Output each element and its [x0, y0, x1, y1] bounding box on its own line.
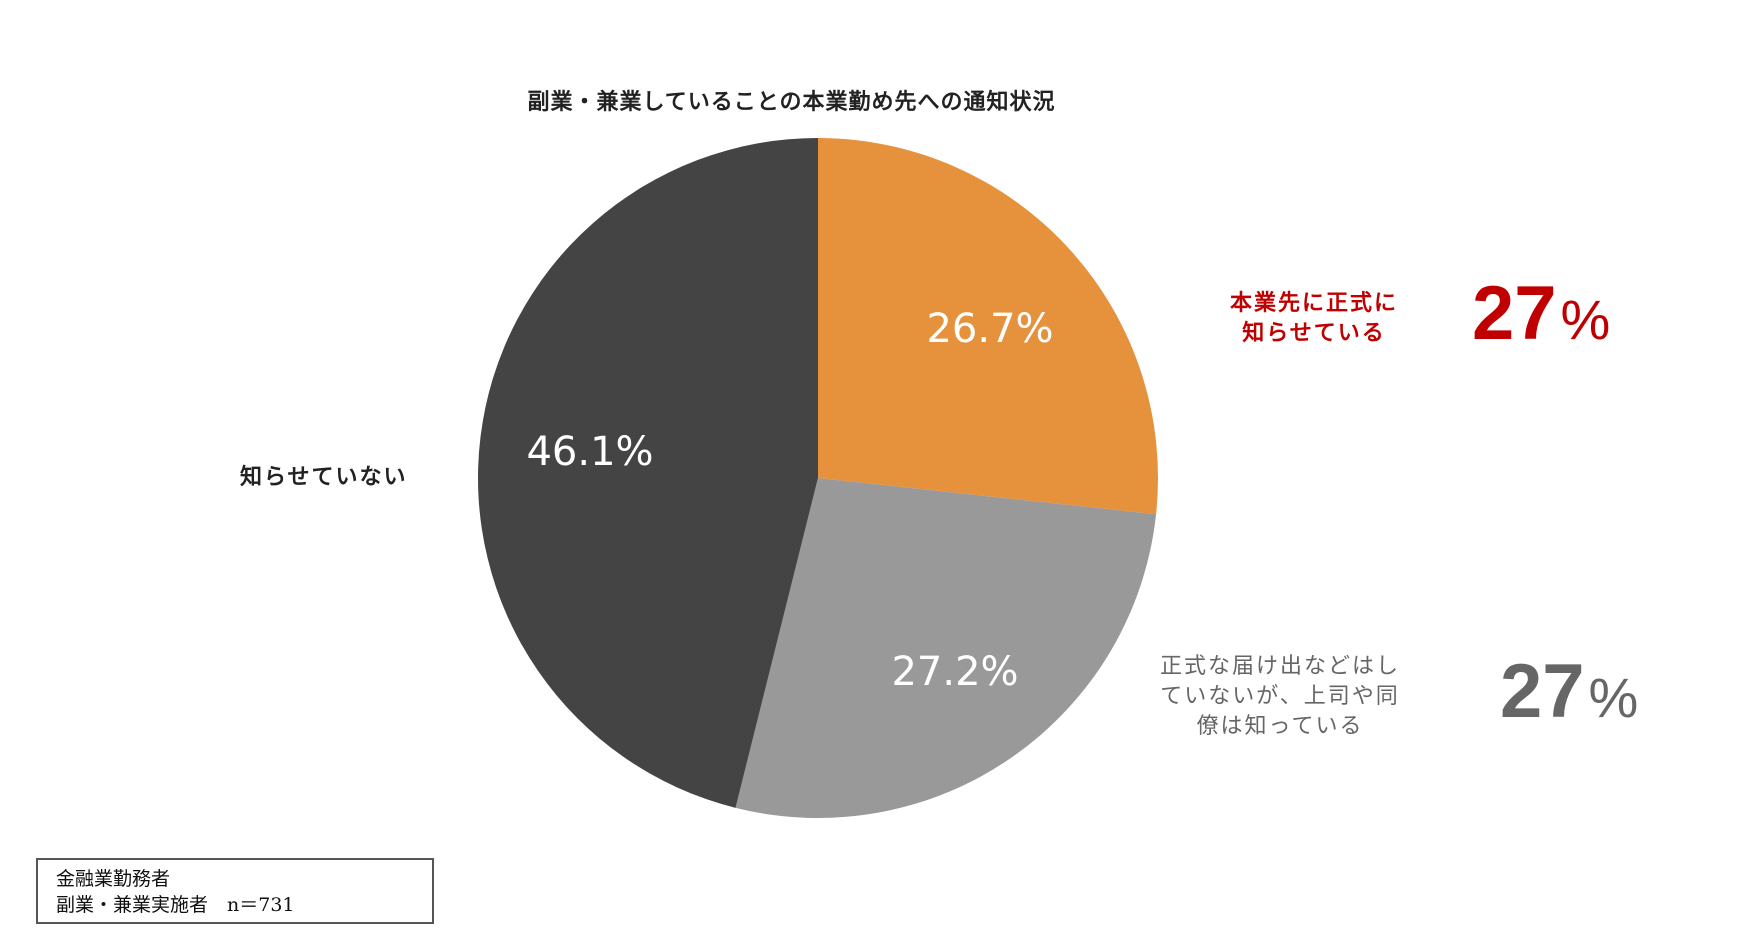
pie-slice-0: [818, 138, 1158, 515]
legend-informal-line2: ていないが、上司や同: [1160, 684, 1400, 709]
legend-informal-line3: 僚は知っている: [1196, 714, 1364, 739]
callout-informal-percent: 27%: [1500, 648, 1638, 735]
legend-label-informal: 正式な届け出などはし ていないが、上司や同 僚は知っている: [1160, 652, 1400, 742]
pie-slices: [477, 138, 1158, 818]
callout-formal-sign: %: [1560, 288, 1611, 351]
legend-label-not-informed: 知らせていない: [240, 464, 408, 490]
slice-label-not: 46.1%: [526, 429, 653, 475]
legend-formal-line2: 知らせている: [1242, 320, 1386, 346]
chart-title: 副業・兼業していることの本業勤め先への通知状況: [527, 89, 1056, 115]
sample-note-box: 金融業勤務者 副業・兼業実施者 n＝731: [36, 858, 434, 924]
legend-formal-line1: 本業先に正式に: [1230, 290, 1399, 316]
slice-label-informal: 27.2%: [891, 649, 1018, 695]
legend-informal-line1: 正式な届け出などはし: [1160, 654, 1401, 679]
callout-formal-number: 27: [1472, 271, 1557, 356]
callout-informal-sign: %: [1588, 666, 1639, 729]
note-line1: 金融業勤務者: [56, 868, 171, 890]
callout-informal-number: 27: [1500, 649, 1585, 734]
slice-label-formal: 26.7%: [926, 306, 1053, 352]
legend-label-formal: 本業先に正式に 知らせている: [1230, 288, 1398, 348]
note-line2: 副業・兼業実施者 n＝731: [56, 894, 295, 916]
callout-formal-percent: 27%: [1472, 270, 1610, 357]
pie-slice-1: [735, 478, 1157, 818]
pie-slice-2: [477, 138, 818, 808]
